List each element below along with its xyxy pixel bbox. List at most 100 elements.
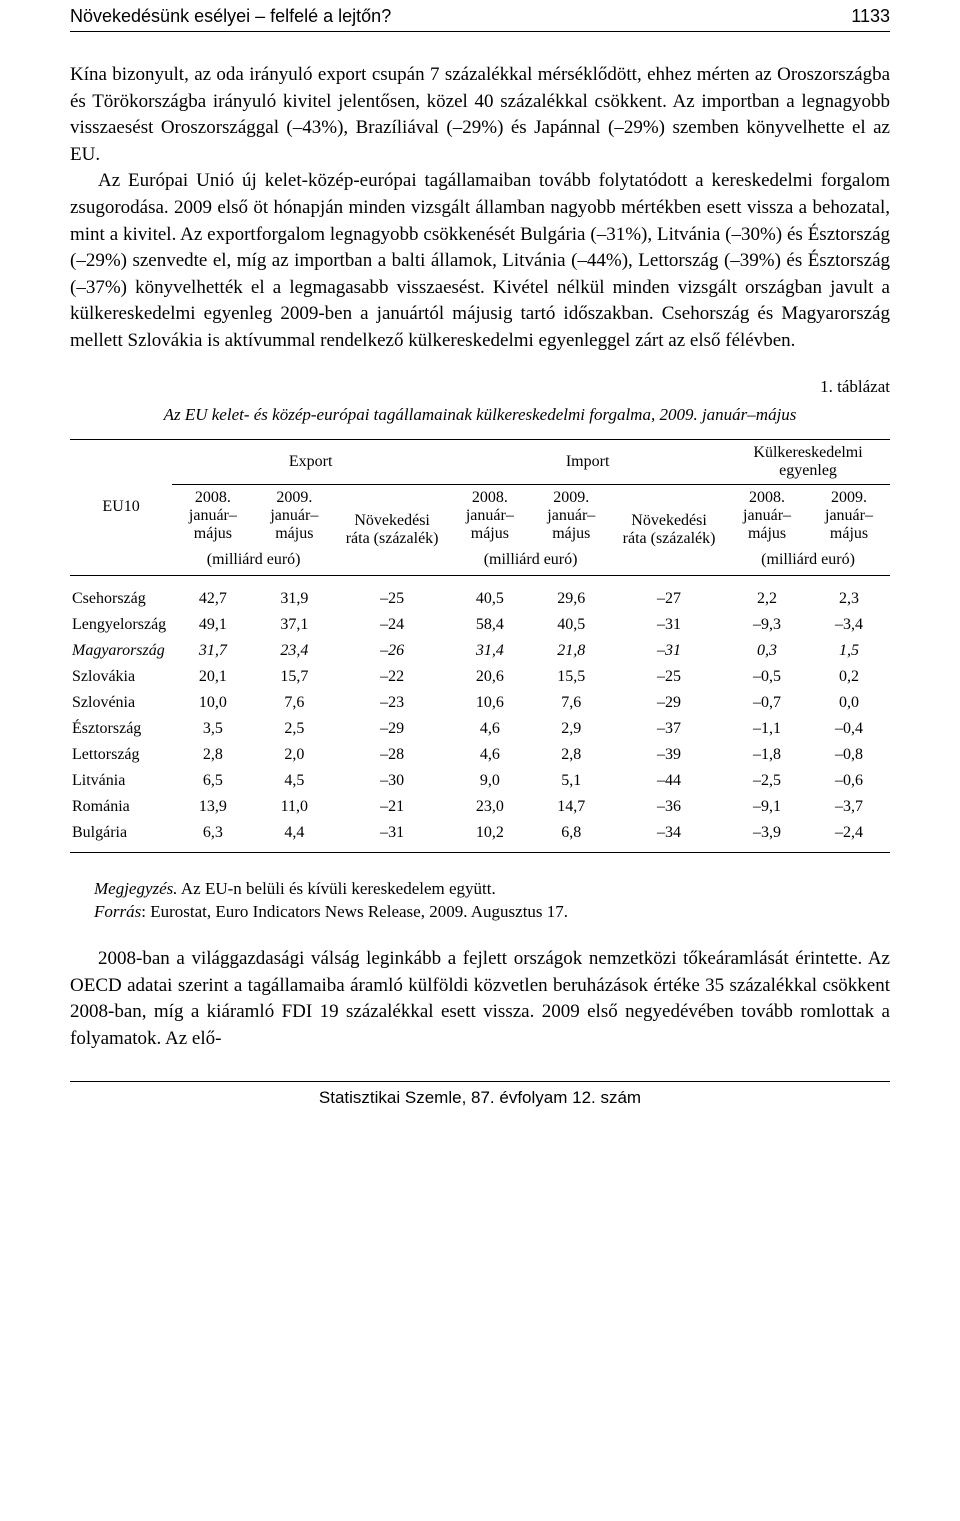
- table-cell: 1,5: [808, 638, 890, 664]
- country-name: Magyarország: [70, 638, 172, 664]
- country-name: Észtország: [70, 716, 172, 742]
- unit-label: (milliárd euró): [172, 547, 335, 576]
- sub-2009: 2009. január–május: [254, 484, 335, 547]
- table-cell: 0,0: [808, 690, 890, 716]
- table-cell: –3,4: [808, 612, 890, 638]
- table-cell: 7,6: [531, 690, 612, 716]
- table-cell: –29: [335, 716, 449, 742]
- source-label: Forrás: [94, 902, 141, 921]
- sub-2009: 2009. január–május: [808, 484, 890, 547]
- table-cell: 40,5: [531, 612, 612, 638]
- table-cell: 4,6: [449, 742, 530, 768]
- table-cell: 2,8: [531, 742, 612, 768]
- table-cell: 6,8: [531, 820, 612, 853]
- table-cell: 23,0: [449, 794, 530, 820]
- table-row: Bulgária6,34,4–3110,26,8–34–3,9–2,4: [70, 820, 890, 853]
- country-name: Litvánia: [70, 768, 172, 794]
- table-cell: 20,1: [172, 664, 253, 690]
- trade-table: EU10 Export Import Külkereskedelmi egyen…: [70, 439, 890, 853]
- table-cell: –0,4: [808, 716, 890, 742]
- table-cell: –26: [335, 638, 449, 664]
- table-cell: –0,6: [808, 768, 890, 794]
- table-cell: –31: [612, 612, 726, 638]
- group-export: Export: [172, 439, 449, 484]
- table-cell: 0,2: [808, 664, 890, 690]
- table-cell: –22: [335, 664, 449, 690]
- table-cell: –1,1: [726, 716, 808, 742]
- table-cell: 3,5: [172, 716, 253, 742]
- table-cell: 20,6: [449, 664, 530, 690]
- table-cell: 58,4: [449, 612, 530, 638]
- table-cell: –0,5: [726, 664, 808, 690]
- table-cell: –0,8: [808, 742, 890, 768]
- paragraph-1: Kína bizonyult, az oda irányuló export c…: [70, 64, 890, 165]
- table-cell: –1,8: [726, 742, 808, 768]
- body-paragraphs: Kína bizonyult, az oda irányuló export c…: [70, 62, 890, 355]
- unit-label: (milliárd euró): [726, 547, 890, 576]
- table-row: Észtország3,52,5–294,62,9–37–1,1–0,4: [70, 716, 890, 742]
- table-row: Szlovákia20,115,7–2220,615,5–25–0,50,2: [70, 664, 890, 690]
- table-cell: –25: [335, 575, 449, 612]
- table-cell: 5,1: [531, 768, 612, 794]
- header-title: Növekedésünk esélyei – felfelé a lejtőn?: [70, 6, 391, 27]
- table-notes: Megjegyzés. Az EU-n belüli és kívüli ker…: [70, 877, 890, 925]
- country-name: Szlovákia: [70, 664, 172, 690]
- table-caption-number: 1. táblázat: [70, 377, 890, 397]
- table-cell: –2,5: [726, 768, 808, 794]
- table-cell: 6,5: [172, 768, 253, 794]
- paragraph-3: 2008-ban a világgazdasági válság leginká…: [70, 946, 890, 1052]
- table-cell: 9,0: [449, 768, 530, 794]
- table-cell: 31,7: [172, 638, 253, 664]
- table-cell: 6,3: [172, 820, 253, 853]
- row-label-header: EU10: [70, 439, 172, 575]
- sub-rate: Növekedési ráta (százalék): [612, 484, 726, 575]
- group-balance: Külkereskedelmi egyenleg: [726, 439, 890, 484]
- group-import: Import: [449, 439, 726, 484]
- table-cell: –44: [612, 768, 726, 794]
- table-cell: 0,3: [726, 638, 808, 664]
- table-row: Románia13,911,0–2123,014,7–36–9,1–3,7: [70, 794, 890, 820]
- table-cell: 2,2: [726, 575, 808, 612]
- table-cell: –21: [335, 794, 449, 820]
- note-label: Megjegyzés.: [94, 879, 178, 898]
- table-cell: 15,7: [254, 664, 335, 690]
- table-cell: 7,6: [254, 690, 335, 716]
- country-name: Románia: [70, 794, 172, 820]
- table-cell: 14,7: [531, 794, 612, 820]
- table-cell: –3,9: [726, 820, 808, 853]
- table-cell: –31: [335, 820, 449, 853]
- table-cell: –9,1: [726, 794, 808, 820]
- header-page-number: 1133: [851, 6, 890, 27]
- country-name: Bulgária: [70, 820, 172, 853]
- page-footer: Statisztikai Szemle, 87. évfolyam 12. sz…: [70, 1081, 890, 1108]
- table-cell: –39: [612, 742, 726, 768]
- table-cell: 40,5: [449, 575, 530, 612]
- table-cell: –3,7: [808, 794, 890, 820]
- table-cell: –25: [612, 664, 726, 690]
- table-cell: 31,4: [449, 638, 530, 664]
- table-cell: –0,7: [726, 690, 808, 716]
- paragraph-2: Az Európai Unió új kelet-közép-európai t…: [70, 170, 890, 351]
- page-header: Növekedésünk esélyei – felfelé a lejtőn?…: [70, 0, 890, 32]
- table-cell: 13,9: [172, 794, 253, 820]
- table-cell: 4,5: [254, 768, 335, 794]
- table-cell: 10,6: [449, 690, 530, 716]
- table-row: Szlovénia10,07,6–2310,67,6–29–0,70,0: [70, 690, 890, 716]
- table-body: Csehország42,731,9–2540,529,6–272,22,3Le…: [70, 575, 890, 852]
- country-name: Lengyelország: [70, 612, 172, 638]
- table-cell: 21,8: [531, 638, 612, 664]
- table-cell: 29,6: [531, 575, 612, 612]
- table-cell: 2,5: [254, 716, 335, 742]
- table-cell: 49,1: [172, 612, 253, 638]
- table-cell: 2,3: [808, 575, 890, 612]
- table-cell: 11,0: [254, 794, 335, 820]
- table-cell: 37,1: [254, 612, 335, 638]
- table-cell: 4,4: [254, 820, 335, 853]
- table-cell: 23,4: [254, 638, 335, 664]
- table-cell: 15,5: [531, 664, 612, 690]
- table-cell: 2,9: [531, 716, 612, 742]
- sub-2009: 2009. január–május: [531, 484, 612, 547]
- unit-label: (milliárd euró): [449, 547, 612, 576]
- table-cell: –2,4: [808, 820, 890, 853]
- sub-2008: 2008. január–május: [726, 484, 808, 547]
